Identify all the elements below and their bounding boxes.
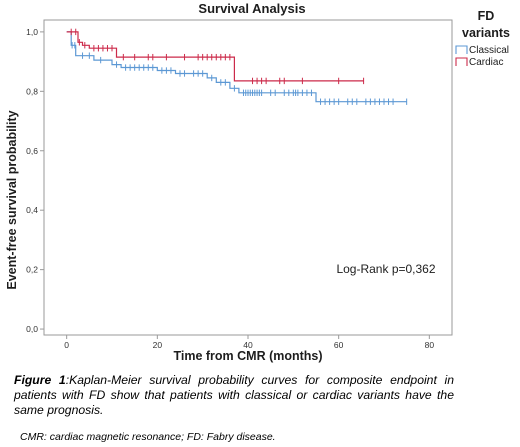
x-tick-label: 40 <box>243 340 253 350</box>
legend-label-cardiac: Cardiac <box>469 57 503 68</box>
legend-label-classical: Classical <box>469 45 509 56</box>
y-tick-label: 0,6 <box>26 146 38 156</box>
series-layer <box>66 28 408 105</box>
figure-label: Figure 1 <box>14 373 66 387</box>
x-tick-label: 60 <box>334 340 344 350</box>
plot-area: 0 20 40 60 80 0,0 0,2 0,4 0,6 0,8 1,0 <box>26 19 453 350</box>
survival-chart: Survival Analysis 0 20 40 60 800,00,20,40,60… <box>5 1 511 363</box>
footnote: CMR: cardiac magnetic resonance; FD: Fab… <box>20 431 276 443</box>
x-axis-label: Time from CMR (months) <box>173 349 322 363</box>
y-tick-label: 0,8 <box>26 86 38 96</box>
axis-ticks: 0 20 40 60 80 0,0 0,2 0,4 0,6 0,8 1,0 <box>26 27 434 350</box>
x-tick-label: 0 <box>64 340 69 350</box>
legend-swatch-classical <box>455 45 468 54</box>
legend-title-line-2: variants <box>462 26 510 40</box>
plot-frame <box>43 19 453 336</box>
caption-text: :Kaplan-Meier survival probability curve… <box>14 373 454 417</box>
log-rank-annotation: Log-Rank p=0,362 <box>336 262 435 276</box>
legend-title-line-1: FD <box>478 9 495 23</box>
x-tick-label: 80 <box>425 340 435 350</box>
x-tick-label: 20 <box>153 340 163 350</box>
y-tick-label: 0,2 <box>26 265 38 275</box>
y-tick-label: 0,0 <box>26 324 38 334</box>
y-tick-label: 0,4 <box>26 205 38 215</box>
y-axis-label: Event-free survival probability <box>5 110 19 289</box>
figure-caption: Figure 1:Kaplan-Meier survival probabili… <box>14 373 454 418</box>
legend-swatch-cardiac <box>455 57 468 66</box>
chart-title: Survival Analysis <box>198 1 305 16</box>
y-tick-label: 1,0 <box>26 27 38 37</box>
series-line-cardiac <box>66 31 364 82</box>
